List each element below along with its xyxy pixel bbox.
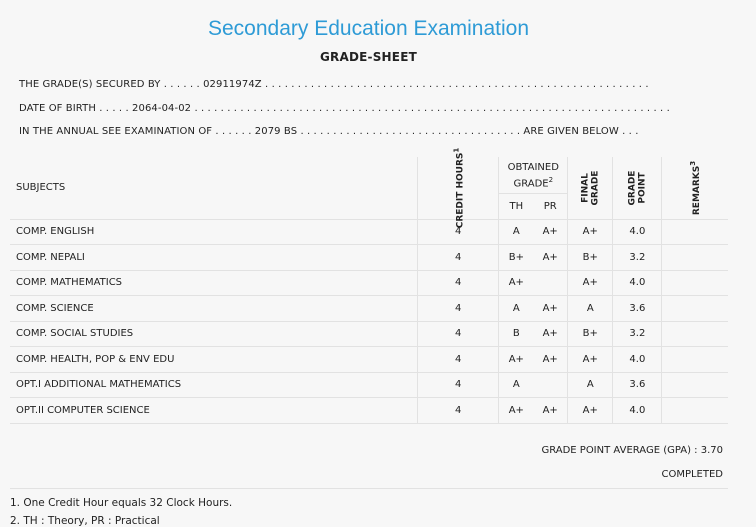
footnote-2: 2. TH : Theory, PR : Practical	[10, 515, 160, 527]
remarks-cell	[661, 397, 728, 424]
credit-hours-cell: 4	[416, 244, 499, 271]
remarks-cell	[661, 372, 728, 398]
sheet-subtitle: GRADE-SHEET	[320, 50, 417, 64]
final-grade-cell: B+	[567, 321, 613, 347]
info-dob-line: DATE OF BIRTH . . . . . 2064-04-02 . . .…	[19, 103, 670, 114]
dob-prefix: DATE OF BIRTH . . . . .	[19, 103, 129, 114]
credit-hours-cell: 4	[416, 270, 499, 296]
final-grade-cell: B+	[567, 244, 613, 271]
remarks-cell	[661, 321, 728, 347]
final-grade-cell: A+	[567, 219, 613, 245]
table-row: COMP. NEPALI 4 B+ A+ B+ 3.2	[10, 244, 728, 271]
theory-grade-cell: B+	[498, 244, 534, 271]
header-pr: PR	[533, 193, 568, 220]
subject-cell: OPT.I ADDITIONAL MATHEMATICS	[10, 372, 418, 398]
grades-table-body: COMP. ENGLISH 4 A A+ A+ 4.0 COMP. NEPALI 4 B+ A+ B…	[10, 219, 728, 424]
header-remarks: REMARKS3	[661, 157, 728, 219]
remarks-cell	[661, 346, 728, 373]
subject-cell: OPT.II COMPUTER SCIENCE	[10, 397, 418, 424]
theory-grade-cell: A+	[498, 270, 534, 296]
subject-cell: COMP. SCIENCE	[10, 295, 418, 322]
grade-point-cell: 3.2	[612, 244, 662, 271]
table-row: COMP. SOCIAL STUDIES 4 B A+ B+ 3.2	[10, 321, 728, 347]
subject-cell: COMP. NEPALI	[10, 244, 418, 271]
final-grade-cell: A+	[567, 346, 613, 373]
subject-cell: COMP. HEALTH, POP & ENV EDU	[10, 346, 418, 373]
grade-point-cell: 3.6	[612, 295, 662, 322]
credit-hours-cell: 4	[416, 295, 499, 322]
subject-cell: COMP. MATHEMATICS	[10, 270, 418, 296]
header-credit-hours: CREDIT HOURS1	[416, 147, 499, 228]
subject-cell: COMP. SOCIAL STUDIES	[10, 321, 418, 347]
practical-grade-cell: A+	[533, 244, 568, 271]
practical-grade-cell	[533, 372, 568, 398]
symbol-number: 02911974Z	[203, 79, 262, 90]
grade-point-cell: 4.0	[612, 270, 662, 296]
credit-hours-cell: 4	[416, 219, 499, 245]
table-header-row: SUBJECTS CREDIT HOURS1 OBTAINED GRADE2 FI…	[10, 147, 728, 228]
final-grade-cell: A	[567, 295, 613, 322]
status-text: COMPLETED	[661, 469, 723, 480]
final-grade-cell: A	[567, 372, 613, 398]
symbol-suffix: . . . . . . . . . . . . . . . . . . . . …	[265, 79, 649, 90]
info-exam-line: IN THE ANNUAL SEE EXAMINATION OF . . . .…	[19, 126, 639, 137]
header-obtained-grade: OBTAINED GRADE2	[498, 157, 568, 193]
grade-point-cell: 4.0	[612, 219, 662, 245]
practical-grade-cell: A+	[533, 219, 568, 245]
credit-hours-cell: 4	[416, 397, 499, 424]
dob-value: 2064-04-02	[132, 103, 192, 114]
final-grade-cell: A+	[567, 397, 613, 424]
table-row: COMP. HEALTH, POP & ENV EDU 4 A+ A+ A+ 4.0	[10, 346, 728, 373]
practical-grade-cell: A+	[533, 295, 568, 322]
practical-grade-cell: A+	[533, 346, 568, 373]
info-symbol-line: THE GRADE(S) SECURED BY . . . . . . 0291…	[19, 79, 649, 90]
theory-grade-cell: A+	[498, 397, 534, 424]
theory-grade-cell: A	[498, 219, 534, 245]
credit-hours-cell: 4	[416, 321, 499, 347]
exam-prefix: IN THE ANNUAL SEE EXAMINATION OF . . . .…	[19, 126, 252, 137]
theory-grade-cell: A	[498, 372, 534, 398]
grade-sheet: Secondary Education Examination GRADE-SH…	[5, 0, 732, 527]
gpa-section: GRADE POINT AVERAGE (GPA) : 3.70 COMPLET…	[10, 426, 728, 489]
header-final-grade: FINAL GRADE	[567, 157, 613, 219]
grade-point-cell: 3.2	[612, 321, 662, 347]
subject-cell: COMP. ENGLISH	[10, 219, 418, 245]
practical-grade-cell: A+	[533, 321, 568, 347]
dob-suffix: . . . . . . . . . . . . . . . . . . . . …	[194, 103, 670, 114]
practical-grade-cell: A+	[533, 397, 568, 424]
theory-grade-cell: A	[498, 295, 534, 322]
theory-grade-cell: A+	[498, 346, 534, 373]
header-grade-point: GRADE POINT	[612, 157, 662, 219]
grade-point-cell: 4.0	[612, 397, 662, 424]
credit-hours-cell: 4	[416, 346, 499, 373]
grades-table: SUBJECTS CREDIT HOURS1 OBTAINED GRADE2 FI…	[10, 147, 728, 424]
remarks-cell	[661, 295, 728, 322]
table-row: OPT.II COMPUTER SCIENCE 4 A+ A+ A+ 4.0	[10, 397, 728, 424]
exam-suffix: . . . . . . . . . . . . . . . . . . . . …	[300, 126, 639, 137]
table-row: COMP. MATHEMATICS 4 A+ A+ 4.0	[10, 270, 728, 296]
credit-hours-cell: 4	[416, 372, 499, 398]
header-th: TH	[498, 193, 534, 220]
footnote-1: 1. One Credit Hour equals 32 Clock Hours…	[10, 497, 233, 509]
symbol-prefix: THE GRADE(S) SECURED BY . . . . . .	[19, 79, 200, 90]
remarks-cell	[661, 244, 728, 271]
header-subjects: SUBJECTS	[16, 182, 66, 194]
remarks-cell	[661, 219, 728, 245]
exam-year: 2079 BS	[254, 126, 298, 137]
theory-grade-cell: B	[498, 321, 534, 347]
table-row: COMP. SCIENCE 4 A A+ A 3.6	[10, 295, 728, 322]
table-row: OPT.I ADDITIONAL MATHEMATICS 4 A A 3.6	[10, 372, 728, 398]
grade-point-cell: 3.6	[612, 372, 662, 398]
final-grade-cell: A+	[567, 270, 613, 296]
practical-grade-cell	[533, 270, 568, 296]
table-row: COMP. ENGLISH 4 A A+ A+ 4.0	[10, 219, 728, 245]
remarks-cell	[661, 270, 728, 296]
gpa-value: GRADE POINT AVERAGE (GPA) : 3.70	[541, 445, 723, 456]
grade-point-cell: 4.0	[612, 346, 662, 373]
page-title: Secondary Education Examination	[207, 17, 530, 40]
